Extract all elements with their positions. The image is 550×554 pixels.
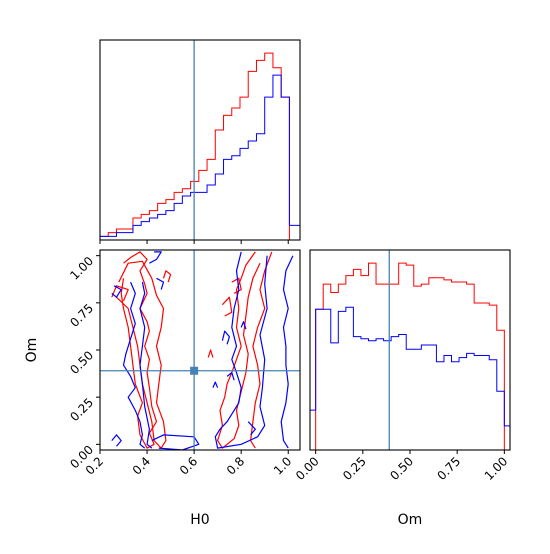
- contour-ytick-label-2: 0.50: [67, 348, 96, 377]
- histogram-h0-series-1: [99, 74, 301, 240]
- histogram-om-series-1: [309, 306, 511, 450]
- histogram-om: 0.00 0.25 0.50 0.75 1.00 Om: [293, 249, 511, 528]
- contour-series-0-line-3: [162, 270, 172, 283]
- contour-ytick-label-4: 1.00: [67, 254, 96, 283]
- histogram-om-xtick-label-2: 0.50: [387, 454, 416, 483]
- contour-xtick-label-4: 1.0: [271, 454, 294, 477]
- truth-marker: [190, 366, 199, 375]
- contour-series-0-line-2: [111, 285, 129, 302]
- contour-xtick-label-3: 0.8: [224, 454, 247, 477]
- histogram-om-xlabel: Om: [398, 512, 423, 528]
- histogram-h0-frame: [99, 39, 301, 241]
- contour-xlabel: H0: [190, 512, 209, 528]
- histogram-h0-series-0: [99, 52, 300, 241]
- contour-series-0-line-0: [120, 251, 158, 449]
- contour-series-1-line-6: [151, 434, 200, 450]
- contour-series-1-line-10: [226, 372, 235, 381]
- contour-ylabel: Om: [24, 338, 40, 363]
- contour-series-1-line-4: [156, 277, 165, 290]
- histogram-h0: [99, 39, 301, 244]
- contour-series-0-line-8: [207, 349, 214, 358]
- contour-series-1-line-1: [122, 281, 146, 449]
- contour-series-1-line-8: [214, 251, 268, 449]
- contour-series-1-line-5: [111, 434, 122, 447]
- contour-series-0-line-5: [217, 251, 261, 449]
- contour-series-0-line-4: [250, 251, 273, 449]
- contour-xtick-label-2: 0.6: [177, 454, 200, 477]
- contour-series-1-line-0: [111, 285, 122, 298]
- contour-series-0-line-1: [116, 260, 167, 449]
- histogram-om-xtick-label-3: 0.75: [434, 454, 463, 483]
- histogram-om-xtick-label-0: 0.00: [293, 454, 322, 483]
- contour-series-1-line-11: [240, 321, 247, 330]
- histogram-om-xtick-label-1: 0.25: [340, 454, 369, 483]
- contour-ytick-label-3: 0.75: [67, 301, 96, 330]
- contour-series-1-line-2: [139, 281, 153, 449]
- contour-series-1-line-12: [212, 381, 219, 388]
- contour-series-0-line-7: [231, 277, 242, 294]
- histogram-om-frame: [309, 249, 511, 451]
- contour-frame: [99, 249, 301, 451]
- contour-lines: [111, 251, 294, 450]
- contour-xtick-label-1: 0.4: [130, 454, 153, 477]
- contour-series-1-line-9: [221, 330, 230, 345]
- histogram-om-xtick-label-4: 1.00: [482, 454, 511, 483]
- contour-series-1-line-7: [280, 255, 294, 449]
- contour-series-1-line-13: [247, 421, 256, 436]
- contour-series-0-line-6: [221, 296, 233, 317]
- contour-ytick-label-1: 0.25: [67, 395, 96, 424]
- histogram-om-series-0: [310, 262, 510, 451]
- contour-series-1-line-3: [149, 251, 162, 264]
